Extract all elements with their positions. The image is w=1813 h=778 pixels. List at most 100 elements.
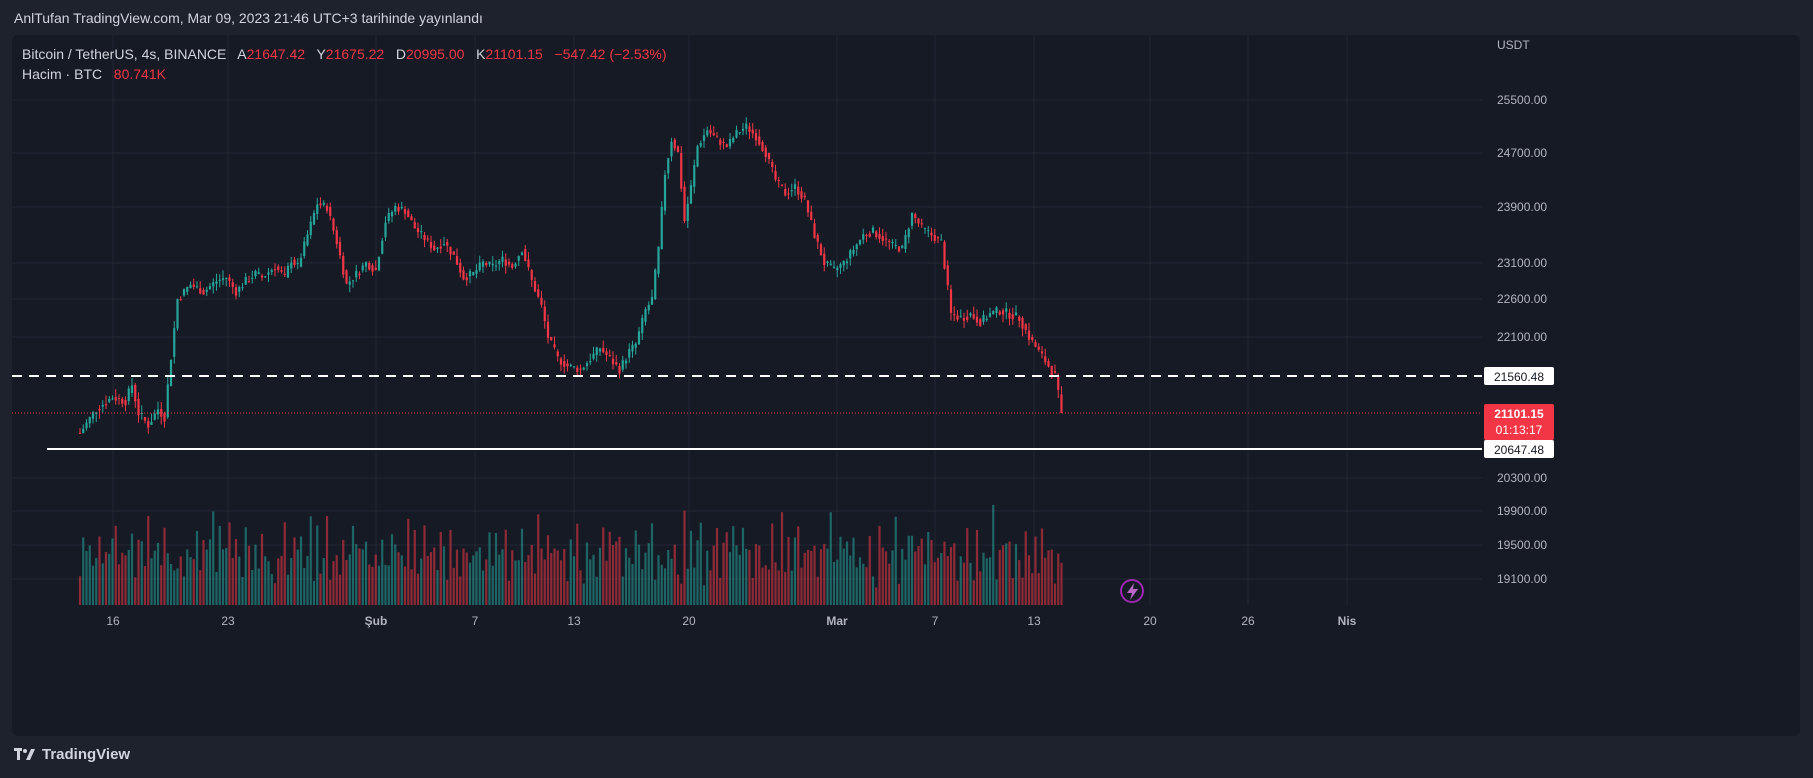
candle-body — [488, 261, 491, 265]
volume-bar — [348, 554, 351, 605]
candle-body — [670, 141, 673, 157]
volume-bar — [615, 541, 618, 605]
chart-panel[interactable]: 21560.48 20647.48 21101.15 01:13:17 USDT 255… — [12, 35, 1800, 736]
horizontal-levels[interactable]: 21560.48 20647.48 21101.15 01:13:17 — [12, 367, 1554, 458]
candle-body — [702, 135, 706, 141]
candle-body — [410, 216, 413, 221]
candle-body — [810, 211, 813, 220]
volume-bar — [524, 562, 527, 605]
volume-bar — [241, 576, 244, 605]
volume-bar — [654, 579, 657, 605]
volume-bar — [108, 553, 111, 605]
volume-bar — [663, 568, 667, 605]
volume-bar — [260, 533, 264, 605]
candle-body — [641, 317, 644, 334]
candle-body — [722, 141, 725, 143]
volume-bar — [160, 565, 163, 605]
candle-body — [985, 319, 988, 321]
candle-body — [260, 275, 264, 278]
volume-bar — [1005, 543, 1008, 605]
candle-body — [316, 204, 319, 214]
volume-bar — [556, 550, 559, 605]
volume-bar — [849, 555, 852, 605]
time-axis[interactable]: 16 23 Şub 7 13 20 Mar 7 13 20 26 Nis — [106, 614, 1356, 628]
candle-body — [813, 223, 816, 238]
candle-body — [907, 228, 910, 238]
candle-body — [615, 362, 618, 365]
volume-bar — [433, 547, 436, 605]
candle-body — [478, 262, 481, 271]
candle-body — [914, 214, 917, 219]
volume-bar — [78, 576, 82, 605]
volume-bar — [563, 549, 566, 605]
volume-bar — [322, 558, 325, 605]
volume-bar — [494, 533, 498, 605]
volume-bar — [394, 544, 397, 605]
volume-bar — [569, 539, 572, 605]
candle-body — [322, 202, 325, 205]
price-axis[interactable]: USDT 25500.00 24700.00 23900.00 23100.00 2260… — [1497, 38, 1547, 586]
volume-bar — [329, 579, 332, 605]
volume-bar — [374, 554, 377, 605]
candle-body — [186, 287, 189, 292]
volume-bar — [403, 566, 407, 605]
volume-bar — [686, 568, 689, 605]
volume-bar — [88, 545, 91, 605]
candle-body — [280, 270, 283, 272]
candle-body — [257, 272, 260, 274]
volume-bar — [114, 525, 117, 605]
candle-body — [361, 265, 364, 271]
volume-bar — [907, 535, 910, 605]
candle-body — [953, 314, 956, 316]
candle-body — [891, 241, 894, 244]
volume-bar — [277, 558, 280, 605]
time-tick-label: 13 — [1027, 614, 1041, 628]
volume-bar — [182, 576, 186, 605]
candle-body — [101, 405, 104, 407]
volume-bar — [927, 531, 930, 605]
candle-body — [917, 218, 920, 224]
candle-body — [507, 261, 511, 265]
candle-body — [1014, 312, 1018, 316]
candle-body — [1034, 341, 1037, 347]
volume-bar — [823, 543, 826, 605]
volume-bar — [215, 571, 218, 605]
candle-body — [943, 242, 946, 269]
candle-body — [589, 361, 592, 363]
volume-bar — [602, 527, 605, 605]
volume-bar — [111, 538, 114, 605]
candlestick-chart[interactable]: 21560.48 20647.48 21101.15 01:13:17 USDT 255… — [12, 35, 1800, 736]
volume-bar — [1001, 545, 1005, 605]
candle-body — [1021, 318, 1024, 329]
volume-bar — [420, 558, 423, 605]
candle-body — [563, 361, 566, 367]
volume-bar — [693, 567, 696, 605]
volume-bar — [923, 564, 927, 605]
volume-bar — [1011, 578, 1014, 605]
tradingview-logo[interactable]: TradingView — [14, 746, 130, 763]
candle-body — [465, 277, 468, 281]
volume-bar — [888, 563, 891, 605]
volume-bar — [410, 569, 413, 605]
candle-body — [748, 126, 751, 132]
candle-body — [153, 413, 156, 420]
candle-body — [624, 360, 628, 364]
price-tick-label: 19500.00 — [1497, 538, 1547, 552]
volume-bar — [202, 539, 205, 605]
volume-bar — [387, 565, 390, 605]
replay-icon[interactable] — [1120, 579, 1144, 603]
candle-body — [459, 263, 462, 273]
volume-row: Hacim · BTC 80.741K — [22, 64, 667, 84]
volume-bar — [134, 577, 137, 605]
volume-bar — [498, 554, 501, 605]
high-label: Y — [316, 46, 326, 62]
level-price-tag — [1484, 440, 1554, 458]
tradingview-logo-icon — [14, 747, 35, 760]
volume-bar — [1008, 541, 1011, 605]
candle-body — [85, 422, 88, 429]
candle-body — [780, 184, 784, 187]
volume-bar — [988, 557, 992, 605]
candle-body — [264, 276, 267, 278]
candle-body — [254, 270, 257, 277]
candle-body — [332, 218, 335, 231]
